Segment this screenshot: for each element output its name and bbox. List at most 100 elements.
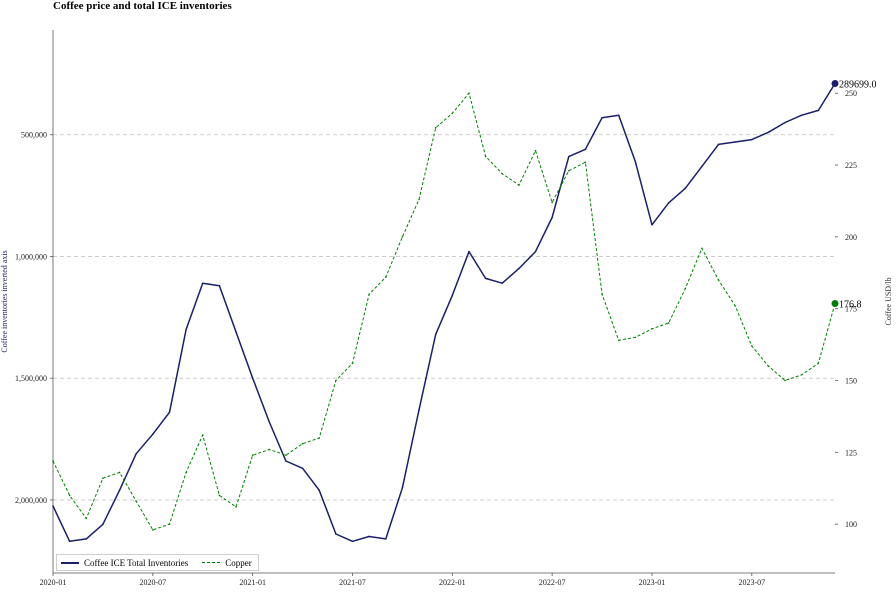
data-point	[701, 247, 703, 250]
data-point	[817, 362, 820, 365]
chart-legend: Coffee ICE Total Inventories Copper	[56, 554, 259, 571]
data-point	[717, 143, 720, 146]
data-point	[318, 489, 321, 492]
data-point	[301, 442, 304, 445]
data-point	[285, 460, 287, 462]
data-point	[335, 533, 337, 535]
data-point	[152, 433, 154, 436]
data-point	[251, 454, 254, 457]
data-point	[368, 293, 370, 296]
data-point	[617, 339, 620, 342]
data-point	[617, 114, 620, 117]
data-point	[534, 250, 537, 253]
data-point	[784, 121, 786, 124]
data-point	[434, 126, 437, 129]
data-point	[118, 471, 121, 474]
data-point	[301, 467, 304, 470]
data-point	[800, 114, 803, 117]
right-tick-label: 100	[845, 520, 857, 529]
data-point	[318, 437, 321, 439]
data-point	[451, 294, 454, 297]
data-point	[567, 155, 570, 158]
data-point	[168, 411, 171, 414]
data-point	[651, 223, 653, 226]
data-point	[667, 202, 670, 204]
legend-item: Coffee ICE Total Inventories	[61, 558, 188, 568]
right-axis-label: Coffee USD/lb	[884, 277, 893, 325]
data-point	[584, 161, 587, 163]
data-point	[351, 540, 354, 543]
left-axis-label: Coffee inventories inverted axis	[0, 250, 9, 352]
data-point	[268, 421, 271, 423]
data-point	[651, 327, 653, 330]
data-point	[218, 494, 221, 497]
data-point	[684, 287, 687, 290]
series-end-marker	[831, 79, 839, 87]
legend-label: Copper	[225, 557, 252, 568]
data-point	[68, 494, 71, 497]
data-point	[534, 149, 537, 152]
series-end-label: 289699.0	[839, 79, 877, 90]
data-point	[701, 165, 703, 168]
right-tick-label: 175	[845, 305, 857, 314]
data-point	[218, 284, 221, 287]
data-point	[368, 535, 370, 538]
data-point	[584, 148, 587, 151]
data-point	[401, 486, 404, 489]
right-tick-label: 250	[845, 89, 857, 98]
data-point	[351, 362, 354, 365]
data-point	[667, 322, 670, 324]
x-tick-label: 2022-01	[439, 578, 466, 587]
data-point	[135, 452, 137, 455]
data-point	[751, 138, 753, 141]
data-point	[251, 377, 254, 380]
series-line-inventories	[52, 83, 836, 543]
data-point	[418, 409, 420, 411]
data-point	[235, 506, 237, 508]
data-point	[518, 267, 520, 270]
data-point	[484, 277, 487, 280]
x-tick-label: 2020-01	[40, 578, 67, 587]
data-point	[634, 336, 637, 339]
data-point	[201, 282, 204, 285]
data-point	[767, 365, 770, 367]
series-end-label: 176.8	[839, 300, 862, 311]
data-point	[468, 250, 470, 253]
data-point	[767, 131, 770, 134]
data-point	[384, 538, 387, 540]
data-point	[135, 500, 137, 502]
legend-label: Coffee ICE Total Inventories	[84, 557, 189, 568]
data-point	[717, 279, 720, 281]
data-point	[567, 169, 570, 172]
data-point	[551, 216, 553, 219]
data-point	[501, 172, 504, 175]
x-tick-label: 2022-07	[539, 578, 566, 587]
data-point	[201, 434, 204, 436]
right-tick-label: 225	[845, 161, 857, 170]
data-point	[434, 333, 437, 336]
data-point	[418, 198, 420, 201]
data-point	[734, 141, 736, 143]
data-point	[185, 328, 187, 331]
data-point	[335, 379, 337, 382]
x-tick-label: 2021-07	[339, 578, 366, 587]
legend-swatch	[61, 561, 79, 564]
x-tick-label: 2021-01	[239, 578, 266, 587]
data-point	[468, 92, 470, 95]
data-point	[800, 373, 803, 376]
left-tick-label: 1,000,000	[15, 252, 47, 261]
right-tick-label: 150	[845, 377, 857, 386]
data-point	[185, 471, 187, 474]
data-point	[285, 454, 287, 457]
data-point	[684, 187, 687, 190]
data-point	[168, 523, 171, 525]
data-point	[551, 201, 553, 204]
data-point	[235, 331, 237, 333]
data-point	[268, 448, 271, 451]
data-point	[118, 489, 121, 492]
series-line-copper	[52, 92, 836, 531]
data-point	[384, 276, 387, 278]
data-point	[52, 460, 54, 462]
